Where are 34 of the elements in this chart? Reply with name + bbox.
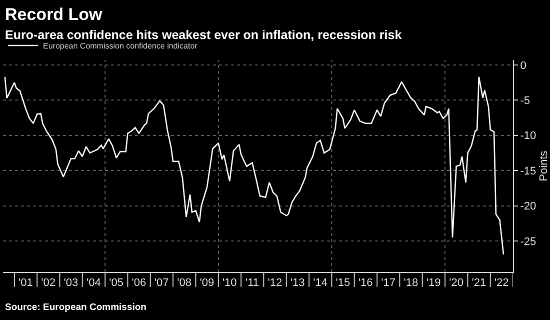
x-tick-label: '21 [472, 277, 486, 290]
x-tick-label: '11 [245, 277, 260, 290]
x-tick-label: '04 [86, 277, 101, 290]
x-tick-label: '05 [109, 277, 124, 290]
y-tick-label: -10 [520, 130, 536, 142]
y-tick-label: 0 [520, 60, 526, 72]
x-tick-label: '02 [41, 277, 56, 290]
x-tick-label: '12 [268, 277, 282, 290]
x-tick-label: '15 [336, 277, 350, 290]
x-tick-label: '01 [18, 277, 33, 290]
y-tick-label: -5 [520, 95, 530, 107]
y-axis-title: Points [538, 150, 550, 182]
x-tick-label: '07 [154, 277, 169, 290]
x-tick-label: '20 [449, 277, 464, 290]
x-tick-label: '17 [381, 277, 396, 290]
x-tick-label: '14 [313, 277, 328, 290]
x-tick-label: '19 [426, 277, 441, 290]
x-tick-label: '08 [177, 277, 192, 290]
x-tick-label: '16 [358, 277, 373, 290]
x-tick-label: '09 [200, 277, 214, 290]
x-tick-label: '18 [404, 277, 418, 290]
x-tick-label: '13 [290, 277, 305, 290]
x-tick-label: '10 [222, 277, 237, 290]
y-tick-label: -15 [520, 165, 536, 178]
source-note: Source: European Commission [5, 302, 147, 313]
x-tick-label: '03 [64, 277, 78, 290]
y-tick-label: -25 [520, 236, 536, 248]
y-tick-label: -20 [520, 200, 536, 213]
x-tick-label: '22 [494, 277, 509, 290]
chart-title: Record Low [5, 5, 104, 24]
line-series [4, 76, 504, 256]
x-tick-label: '06 [132, 277, 146, 290]
chart-subtitle: Euro-area confidence hits weakest ever on inflation, recession risk [5, 28, 402, 42]
legend-label: European Commission confidence indicator [43, 42, 198, 51]
